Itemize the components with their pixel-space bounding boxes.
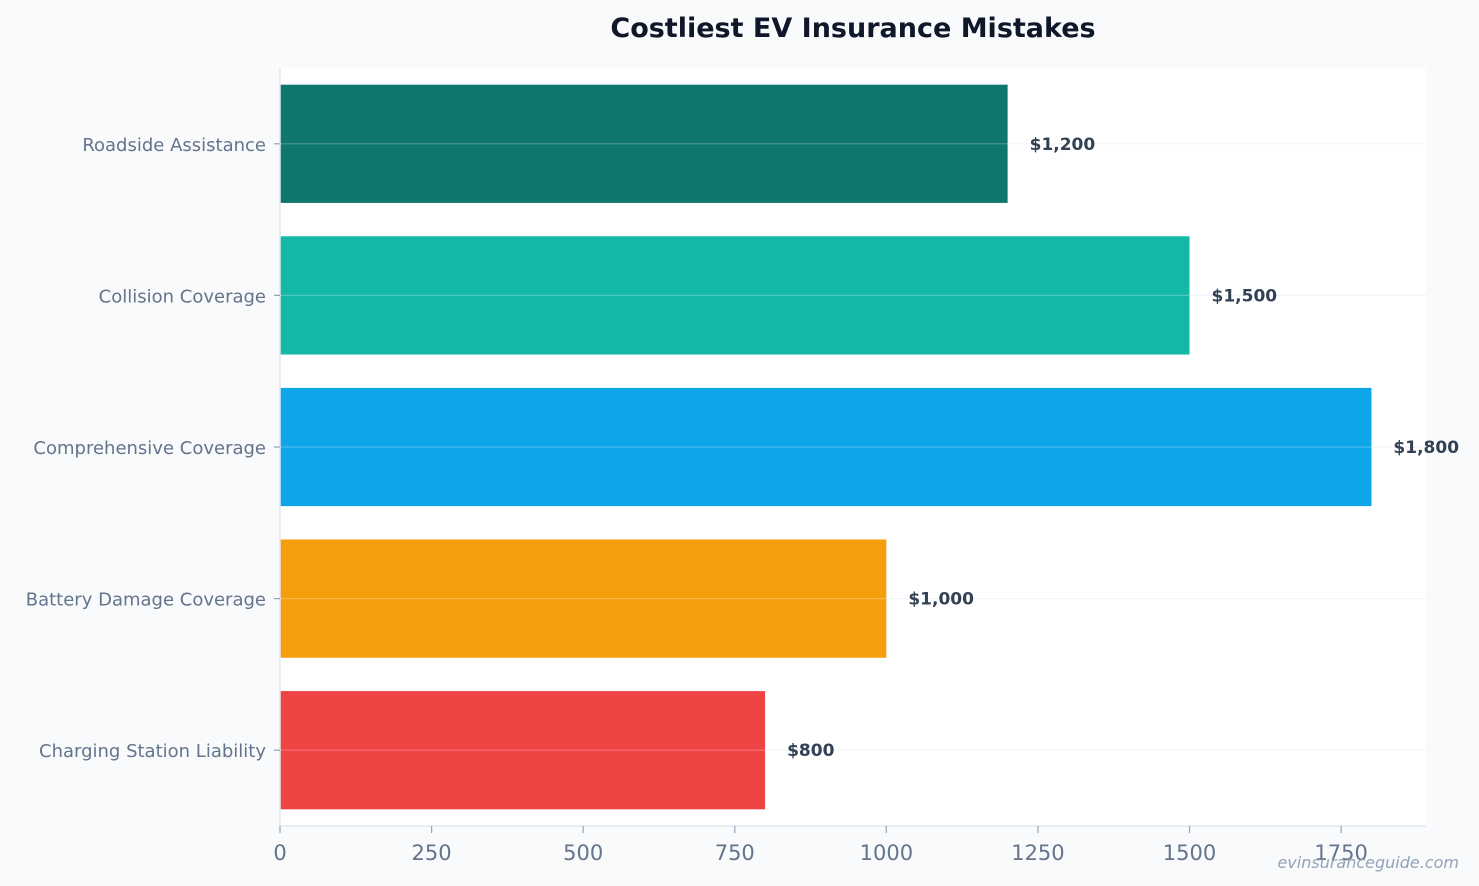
chart-title: Costliest EV Insurance Mistakes: [610, 13, 1095, 44]
x-tick-label: 750: [715, 841, 755, 865]
bar: [280, 236, 1190, 355]
value-labels: $1,200 $1,500 $1,800 $1,000 $800: [787, 135, 1459, 761]
value-label: $1,000: [908, 590, 974, 610]
y-tick-label: Charging Station Liability: [39, 741, 266, 762]
x-tick-label: 1750: [1314, 841, 1367, 865]
value-label: $1,200: [1030, 135, 1096, 155]
x-axis: 0 250 500 750 1000 1250 1500 1750: [273, 826, 1368, 865]
bar: [280, 84, 1008, 203]
y-tick-label: Collision Coverage: [99, 286, 266, 307]
value-label: $1,500: [1212, 286, 1278, 306]
value-label: $1,800: [1393, 438, 1459, 458]
bars: [280, 84, 1372, 810]
y-tick-label: Battery Damage Coverage: [26, 590, 266, 611]
row-lines: [280, 143, 1372, 751]
bar: [280, 539, 887, 658]
bar: [280, 387, 1372, 507]
y-axis: Roadside Assistance Collision Coverage Com…: [26, 135, 280, 762]
x-tick-label: 0: [273, 841, 286, 865]
y-tick-label: Comprehensive Coverage: [33, 438, 266, 459]
bar: [280, 691, 766, 810]
x-tick-label: 1500: [1163, 841, 1216, 865]
y-tick-label: Roadside Assistance: [82, 135, 266, 156]
watermark: evinsuranceguide.com: [1277, 853, 1459, 872]
x-tick-label: 1250: [1011, 841, 1064, 865]
x-tick-label: 1000: [860, 841, 913, 865]
x-tick-label: 500: [563, 841, 603, 865]
value-label: $800: [787, 741, 834, 761]
x-tick-label: 250: [412, 841, 452, 865]
